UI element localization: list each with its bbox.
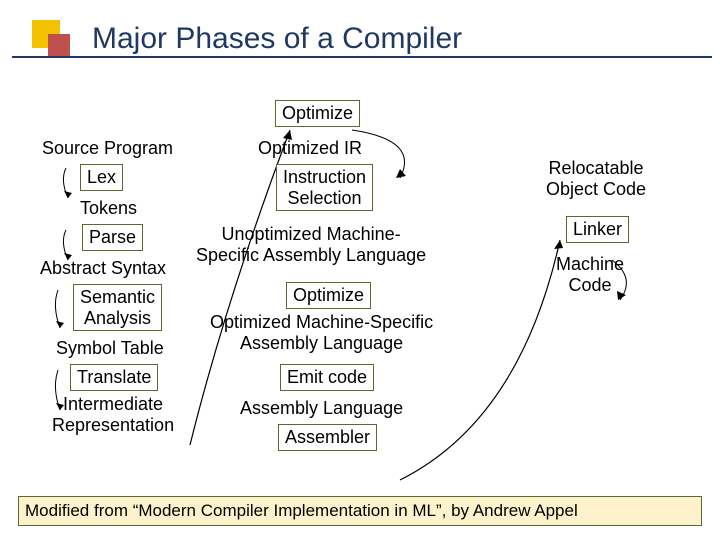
phase-optimize-mid: Optimize bbox=[286, 282, 371, 309]
phase-lex: Lex bbox=[80, 164, 123, 191]
phase-assembler: Assembler bbox=[278, 424, 377, 451]
phase-linker: Linker bbox=[566, 216, 629, 243]
phase-translate: Translate bbox=[70, 364, 158, 391]
label-tokens: Tokens bbox=[80, 198, 137, 219]
page-title: Major Phases of a Compiler bbox=[92, 22, 462, 56]
label-machine-code: MachineCode bbox=[556, 254, 624, 295]
phase-emit-code: Emit code bbox=[280, 364, 374, 391]
label-symbol-table: Symbol Table bbox=[56, 338, 164, 359]
label-intermediate-representation: IntermediateRepresentation bbox=[52, 394, 174, 435]
title-bar: Major Phases of a Compiler bbox=[0, 14, 720, 58]
label-unopt-machine: Unoptimized Machine-Specific Assembly La… bbox=[196, 224, 426, 265]
phase-semantic-analysis-line1: Semantic bbox=[80, 287, 155, 307]
label-source-program: Source Program bbox=[42, 138, 173, 159]
label-assembly-language: Assembly Language bbox=[240, 398, 403, 419]
phase-instruction-selection: InstructionSelection bbox=[276, 164, 373, 211]
accent-red-square bbox=[48, 34, 70, 56]
phase-optimize-top: Optimize bbox=[275, 100, 360, 127]
label-relocatable: RelocatableObject Code bbox=[546, 158, 646, 199]
phase-parse: Parse bbox=[82, 224, 143, 251]
title-underline bbox=[12, 56, 712, 58]
phase-semantic-analysis: Semantic Analysis bbox=[73, 284, 162, 331]
phase-semantic-analysis-line2: Analysis bbox=[84, 308, 151, 328]
footer-citation: Modified from “Modern Compiler Implement… bbox=[18, 496, 702, 526]
label-optimized-ir: Optimized IR bbox=[258, 138, 362, 159]
label-opt-machine: Optimized Machine-SpecificAssembly Langu… bbox=[210, 312, 433, 353]
label-abstract-syntax: Abstract Syntax bbox=[40, 258, 166, 279]
